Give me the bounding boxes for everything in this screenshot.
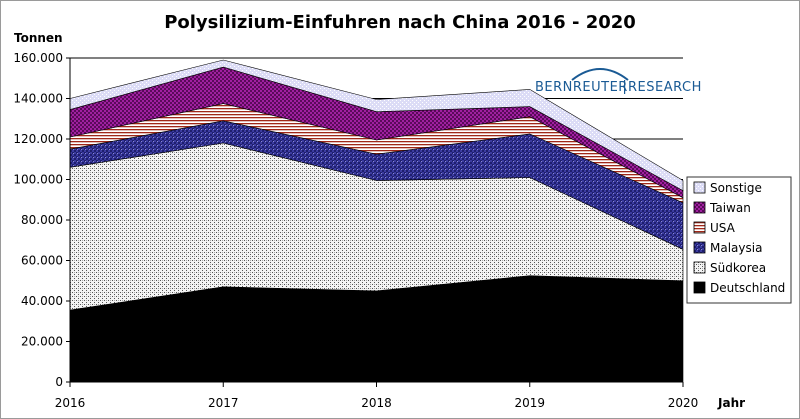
legend-label-sonstige: Sonstige	[710, 181, 762, 195]
logo-divider	[624, 80, 626, 94]
y-tick-label: 140.000	[13, 92, 63, 106]
chart-title: Polysilizium-Einfuhren nach China 2016 -…	[164, 12, 636, 33]
y-tick-label: 0	[55, 375, 63, 389]
legend-label-usa: USA	[710, 221, 736, 235]
y-tick-label: 20.000	[21, 335, 63, 349]
x-tick-label: 2019	[514, 396, 545, 410]
x-tick-label: 2016	[55, 396, 86, 410]
legend-swatch-malaysia	[693, 241, 706, 254]
y-tick-label: 160.000	[13, 51, 63, 65]
area-sonstige	[69, 59, 684, 192]
y-tick-label: 80.000	[21, 213, 63, 227]
x-tick-labels: 2016 2017 2018 2019 2020	[55, 396, 699, 410]
x-tick-label: 2017	[208, 396, 239, 410]
legend-swatch-usa	[693, 221, 706, 234]
legend-label-malaysia: Malaysia	[710, 241, 762, 255]
axes	[66, 57, 684, 387]
x-tick-label: 2020	[668, 396, 699, 410]
legend-label-sudkorea: Südkorea	[710, 261, 766, 275]
legend-swatch-sonstige	[693, 181, 706, 194]
bernreuter-logo: BERNREUTER RESEARCH	[535, 68, 702, 95]
y-tick-label: 60.000	[21, 254, 63, 268]
legend: Sonstige Taiwan USA Malaysia Südkorea Deutsch…	[686, 176, 792, 304]
legend-swatch-sudkorea	[693, 261, 706, 274]
legend-swatch-taiwan	[693, 201, 706, 214]
logo-text-bernreuter: BERNREUTER	[535, 80, 628, 95]
legend-swatch-deutschland	[693, 281, 706, 294]
stacked-areas	[69, 59, 684, 383]
logo-arc	[571, 68, 629, 81]
y-tick-label: 100.000	[13, 173, 63, 187]
x-tick-label: 2018	[361, 396, 392, 410]
x-axis-label: Jahr	[717, 396, 745, 410]
y-tick-label: 40.000	[21, 294, 63, 308]
y-tick-labels: 0 20.000 40.000 60.000 80.000 100.000 120.000 1…	[13, 51, 63, 389]
legend-label-deutschland: Deutschland	[710, 281, 785, 295]
y-axis-label: Tonnen	[14, 31, 63, 45]
legend-label-taiwan: Taiwan	[709, 201, 751, 215]
y-tick-label: 120.000	[13, 132, 63, 146]
logo-text-research: RESEARCH	[628, 80, 702, 95]
